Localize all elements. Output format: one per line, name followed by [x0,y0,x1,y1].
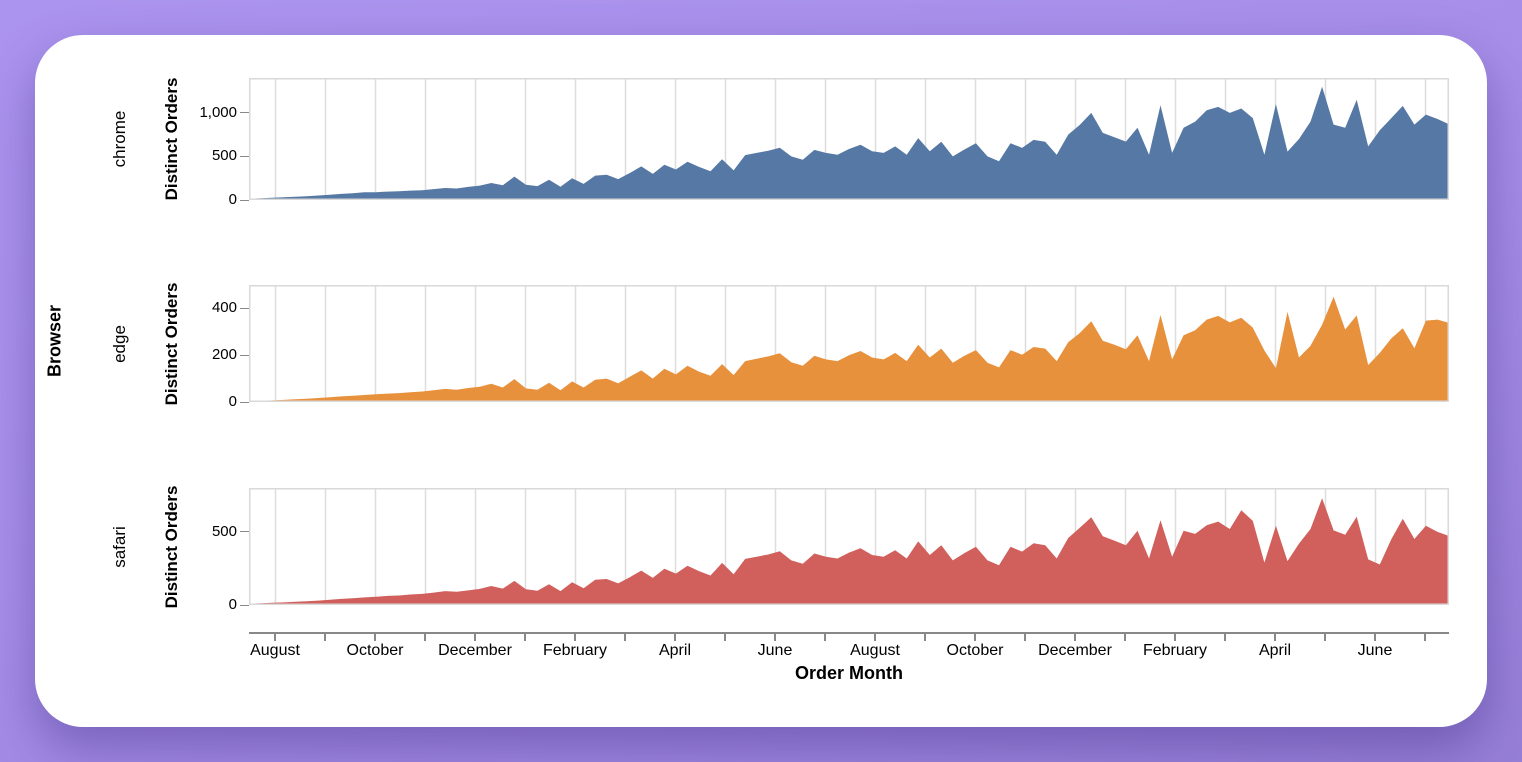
row-axis-title: Browser [44,304,65,378]
x-tick-label: February [1142,642,1208,659]
x-tick-mark [774,632,776,641]
area-series-safari [249,498,1449,605]
area-series-edge [249,296,1449,402]
x-tick-label: December [438,642,512,659]
x-tick-label: August [850,642,900,659]
y-tick-label: 0 [228,191,237,208]
x-tick-mark [924,632,926,641]
facet-label-edge: edge [110,324,129,363]
x-tick-mark [1024,632,1026,641]
y-tick-mark [240,531,249,533]
x-tick-mark [874,632,876,641]
facet-plot-chrome [249,78,1449,200]
y-tick-label: 400 [211,299,237,317]
plot-border [249,488,1449,605]
x-tick-label: April [658,642,691,659]
x-axis-domain-line [249,632,1449,634]
x-tick-label: February [542,642,608,659]
x-tick-mark [674,632,676,641]
y-tick-label: 0 [228,393,237,410]
facet-label-chrome: chrome [110,110,129,168]
x-tick-mark [274,632,276,641]
y-tick-mark [240,112,249,114]
y-tick-mark [240,604,249,606]
y-axis-title-chrome: Distinct Orders [162,77,181,201]
x-tick-label: December [1038,642,1112,659]
facet-plot-edge [249,285,1449,402]
y-tick-label: 500 [211,522,237,540]
x-tick-mark [1074,632,1076,641]
y-tick-mark [240,401,249,403]
x-tick-mark [1324,632,1326,641]
x-tick-label: June [1357,642,1393,659]
y-tick-mark [240,354,249,356]
x-tick-mark [1174,632,1176,641]
x-tick-mark [624,632,626,641]
plot-border [249,78,1449,200]
x-tick-mark [1224,632,1226,641]
y-tick-mark [240,307,249,309]
y-tick-label: 1,000 [199,103,237,121]
y-tick-mark [240,155,249,157]
y-tick-label: 500 [211,147,237,165]
x-tick-mark [574,632,576,641]
y-tick-label: 200 [211,346,237,364]
x-tick-mark [724,632,726,641]
y-axis-title-safari: Distinct Orders [162,485,181,608]
x-axis-title: Order Month [795,663,903,683]
x-tick-mark [1124,632,1126,641]
x-tick-mark [324,632,326,641]
x-tick-mark [424,632,426,641]
x-tick-mark [1274,632,1276,641]
facet-label-safari: safari [110,525,129,568]
x-tick-label: June [757,642,793,659]
facet-plot-safari [249,488,1449,605]
chart-card: Browser chrome Distinct Orders 0 500 1,000 ed… [35,35,1487,727]
y-tick-label: 0 [228,596,237,613]
x-tick-label: October [946,642,1004,659]
x-tick-label: April [1258,642,1291,659]
x-tick-mark [824,632,826,641]
plot-border [249,285,1449,402]
x-tick-label: October [346,642,404,659]
x-tick-mark [374,632,376,641]
x-tick-mark [1374,632,1376,641]
x-tick-mark [974,632,976,641]
area-series-chrome [249,86,1449,200]
x-tick-mark [474,632,476,641]
x-tick-mark [524,632,526,641]
x-tick-mark [1424,632,1426,641]
x-tick-label: August [250,642,300,659]
y-tick-mark [240,199,249,201]
